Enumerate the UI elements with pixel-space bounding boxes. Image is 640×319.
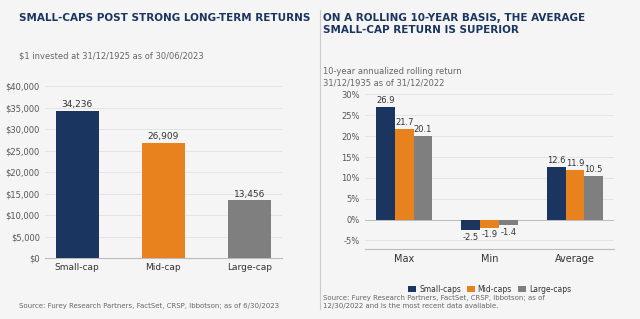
Text: 20.1: 20.1 — [414, 125, 432, 134]
Bar — [376, 108, 395, 219]
Bar — [480, 219, 499, 227]
Text: 26.9: 26.9 — [376, 96, 395, 105]
Bar — [461, 219, 480, 230]
Bar — [141, 143, 185, 258]
Bar — [566, 170, 584, 219]
Bar — [395, 129, 413, 219]
Text: -1.4: -1.4 — [500, 228, 516, 237]
Bar — [228, 200, 271, 258]
Text: 12.6: 12.6 — [547, 156, 565, 165]
Text: Source: Furey Research Partners, FactSet, CRSP, Ibbotson; as of 6/30/2023: Source: Furey Research Partners, FactSet… — [19, 303, 279, 309]
Text: 10.5: 10.5 — [584, 165, 603, 174]
Legend: Small-caps, Mid-caps, Large-caps: Small-caps, Mid-caps, Large-caps — [405, 282, 574, 297]
Bar — [584, 176, 603, 219]
Text: Source: Furey Research Partners, FactSet, CRSP, Ibbotson; as of
12/30/2022 and i: Source: Furey Research Partners, FactSet… — [323, 295, 545, 309]
Text: -1.9: -1.9 — [481, 230, 498, 239]
Bar — [56, 111, 99, 258]
Text: 13,456: 13,456 — [234, 190, 265, 199]
Text: 34,236: 34,236 — [61, 100, 93, 109]
Text: ON A ROLLING 10-YEAR BASIS, THE AVERAGE
SMALL-CAP RETURN IS SUPERIOR: ON A ROLLING 10-YEAR BASIS, THE AVERAGE … — [323, 13, 586, 35]
Bar — [547, 167, 566, 219]
Bar — [499, 219, 518, 226]
Text: 26,909: 26,909 — [147, 132, 179, 141]
Text: $1 invested at 31/12/1925 as of 30/06/2023: $1 invested at 31/12/1925 as of 30/06/20… — [19, 51, 204, 60]
Text: SMALL-CAPS POST STRONG LONG-TERM RETURNS: SMALL-CAPS POST STRONG LONG-TERM RETURNS — [19, 13, 310, 23]
Text: 21.7: 21.7 — [395, 118, 413, 127]
Bar — [413, 136, 433, 219]
Text: 10-year annualized rolling return
31/12/1935 as of 31/12/2022: 10-year annualized rolling return 31/12/… — [323, 67, 462, 88]
Text: 11.9: 11.9 — [566, 159, 584, 168]
Text: -2.5: -2.5 — [463, 233, 479, 241]
